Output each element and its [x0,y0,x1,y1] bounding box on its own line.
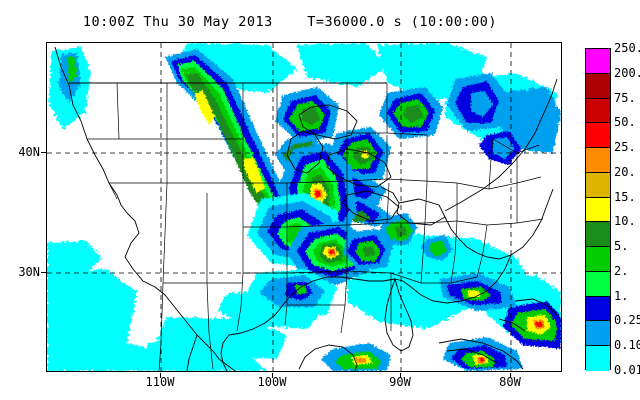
x-tick-100w [272,373,273,378]
x-axis-label-90w: 90W [389,375,411,389]
colorbar-tick-label: 0.10 [614,338,640,353]
colorbar-tick-label: 10. [614,214,636,229]
colorbar [585,48,611,371]
colorbar-tick-label: 0.25 [614,313,640,328]
colorbar-band [586,197,610,223]
y-tick-40n [41,152,47,153]
graticule [47,43,561,371]
colorbar-band [586,271,610,297]
y-axis-label-40n: 40N [18,145,40,159]
y-tick-30n [41,272,47,273]
colorbar-tick-label: 50. [614,115,636,130]
colorbar-band [586,123,610,149]
x-tick-110w [160,373,161,378]
colorbar-tick-label: 5. [614,239,629,254]
colorbar-tick-label: 2. [614,263,629,278]
y-axis-label-30n: 30N [18,265,40,279]
colorbar-band [586,321,610,347]
colorbar-band [586,296,610,322]
colorbar-band [586,148,610,173]
x-axis-label-100w: 100W [257,375,287,389]
colorbar-band [586,73,610,99]
map-frame [46,42,562,372]
colorbar-tick-label: 250. [614,41,640,55]
colorbar-band [586,222,610,248]
colorbar-tick-label: 15. [614,189,636,204]
colorbar-tick-label: 20. [614,164,636,179]
colorbar-band [586,247,610,272]
page-title: 10:00Z Thu 30 May 2013 T=36000.0 s (10:0… [82,14,498,30]
x-axis-label-80w: 80W [499,375,521,389]
colorbar-tick-label: 25. [614,140,636,155]
colorbar-tick-label: 0.01 [614,363,640,377]
colorbar-band [586,49,610,74]
state-borders [87,82,544,371]
colorbar-band [586,98,610,124]
x-axis-label-110w: 110W [145,375,175,389]
colorbar-band [586,172,610,198]
colorbar-tick-label: 1. [614,288,629,303]
colorbar-tick-label: 200. [614,65,640,80]
x-tick-90w [400,373,401,378]
colorbar-tick-label: 75. [614,90,636,105]
precipitation-map [47,43,561,371]
precip-layer-main [165,49,561,371]
x-tick-80w [510,373,511,378]
colorbar-band [586,346,610,371]
